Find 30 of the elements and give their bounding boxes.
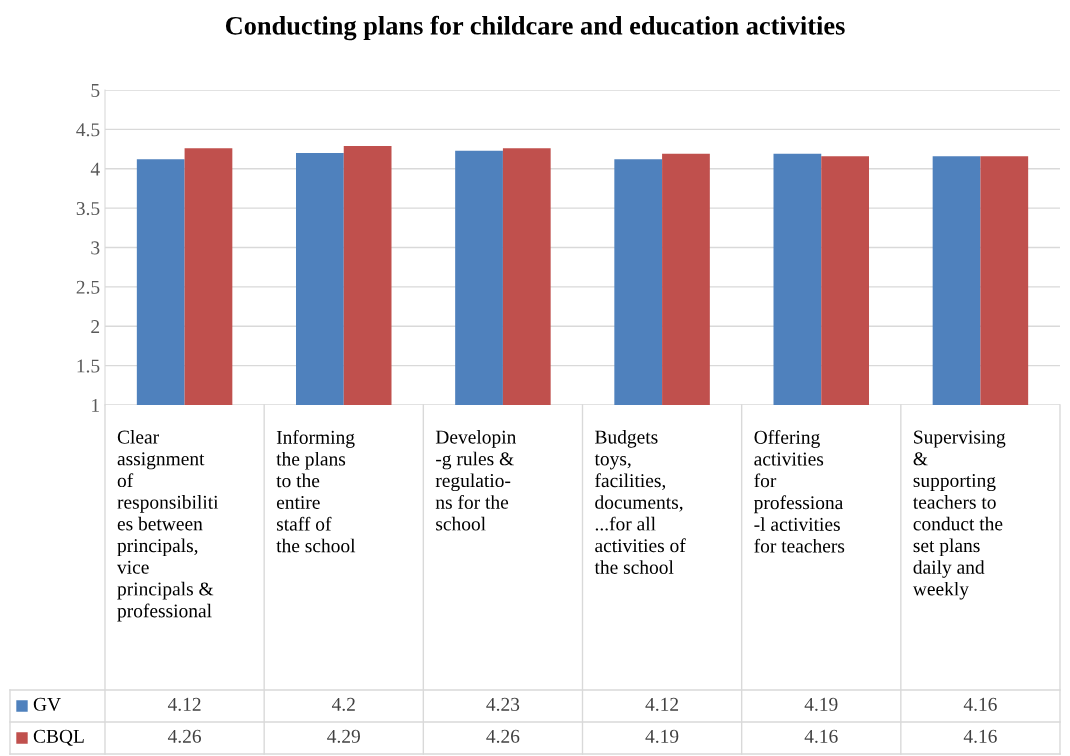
x-tick-label: Supervising & supporting teachers to conduct the set plans daily and weekly <box>912 430 1006 600</box>
data-label: 4.26 <box>167 729 202 743</box>
x-tick-label: Offering activities for professiona -l activities for teachers <box>753 430 845 553</box>
data-label: 4.16 <box>804 729 838 743</box>
data-label: 4.12 <box>167 697 201 711</box>
data-label: 4.12 <box>645 697 679 711</box>
y-tick-label: 1.5 <box>77 359 100 373</box>
data-label: 4.2 <box>331 697 355 711</box>
x-tick-label: Budgets toys, facilities, documents, ...for all activities of the school <box>594 430 686 574</box>
category-label: Clear assignment of responsibiliti es between principals, vice principals & professional <box>117 430 219 622</box>
y-tick-label: 2 <box>91 320 100 333</box>
y-tick-label: 3.5 <box>76 202 100 216</box>
y-tick-label: 2.5 <box>76 280 100 294</box>
y-tick-label: 3 <box>91 241 100 255</box>
y-tick-label: 1 <box>92 398 99 412</box>
data-label: 4.19 <box>804 697 838 711</box>
data-label: 4.16 <box>963 729 997 743</box>
data-label: 4.26 <box>486 729 520 743</box>
x-tick-label: Informing the plans to the entire staff of the school <box>276 430 356 553</box>
chart-title: Conducting plans for childcare and education activities <box>225 15 845 41</box>
data-label: 4.29 <box>327 729 360 743</box>
data-label: 4.16 <box>963 697 997 711</box>
legend-label: GV <box>33 697 61 711</box>
data-label: 4.23 <box>486 697 520 711</box>
y-tick-label: 4.5 <box>76 123 100 137</box>
x-tick-label: Developin -g rules & regulatio- ns for the school <box>435 430 517 531</box>
data-label: 4.19 <box>645 729 679 743</box>
y-tick-label: 4 <box>90 162 100 176</box>
y-tick-label: 5 <box>91 84 100 97</box>
legend-label: CBQL <box>33 729 84 746</box>
